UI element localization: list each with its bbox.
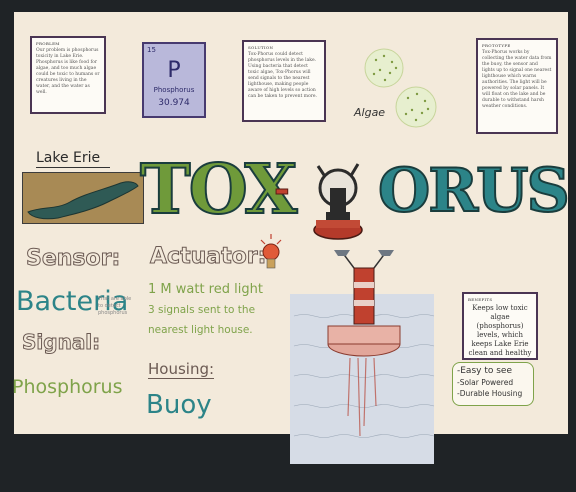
algae-label: Algae: [354, 106, 386, 119]
problem-heading: Problem: [36, 41, 60, 46]
signal-value: Phosphorus: [12, 376, 123, 398]
actuator-label: Actuator:: [149, 244, 267, 270]
housing-value: Buoy: [146, 390, 212, 420]
phosphorus-element-tile: 15 P Phosphorus 30.974: [142, 42, 206, 118]
lightbulb-icon: [260, 234, 282, 269]
prototype-text: Tox-Phorus works by collecting the water…: [482, 50, 552, 109]
prototype-card: Prototype Tox-Phorus works by collecting…: [476, 38, 558, 134]
title-tox: TOX: [139, 149, 298, 231]
lake-erie-label: Lake Erie: [36, 150, 111, 168]
actuator-line-1: 1 M watt red light: [148, 282, 263, 297]
housing-label: Housing:: [148, 360, 215, 379]
atomic-number: 15: [147, 46, 156, 54]
element-symbol: P: [167, 58, 181, 83]
feature-item: -Easy to see: [457, 366, 512, 376]
problem-text: Our problem is phosphorus toxicity in La…: [36, 48, 100, 95]
element-name: Phosphorus: [153, 86, 195, 94]
actuator-line-3: nearest light house.: [148, 324, 253, 336]
title-dash: -: [274, 166, 291, 212]
buoy-drawing: [290, 250, 435, 464]
features-box: -Easy to see -Solar Powered -Durable Hou…: [452, 362, 534, 406]
lake-erie-map: [22, 172, 144, 224]
solution-heading: Solution: [248, 45, 274, 50]
atomic-mass: 30.974: [158, 98, 190, 108]
benefit-text: Keeps low toxic algae (phosphorus) level…: [468, 304, 532, 357]
benefit-heading: Benefits: [468, 297, 493, 302]
feature-item: -Durable Housing: [457, 389, 523, 398]
sensor-value: Bacteria: [16, 286, 129, 317]
sensor-note: That are able to detect phosphorus: [98, 296, 132, 316]
signal-label: Signal:: [21, 330, 101, 355]
actuator-line-2: 3 signals sent to the: [148, 304, 256, 316]
title-orus: ORUS: [377, 155, 571, 227]
feature-item: -Solar Powered: [457, 378, 514, 387]
problem-card: Problem Our problem is phosphorus toxici…: [30, 36, 106, 114]
sensor-label: Sensor:: [25, 246, 121, 272]
solution-card: Solution Tox-Phorus could detect phospho…: [242, 40, 326, 122]
algae-drawing: [364, 48, 437, 128]
buoy-letter-p: [313, 163, 363, 240]
solution-text: Tox-Phorus could detect phosphorus level…: [248, 52, 317, 99]
prototype-heading: Prototype: [482, 43, 511, 48]
benefit-card: Benefits Keeps low toxic algae (phosphor…: [462, 292, 538, 360]
